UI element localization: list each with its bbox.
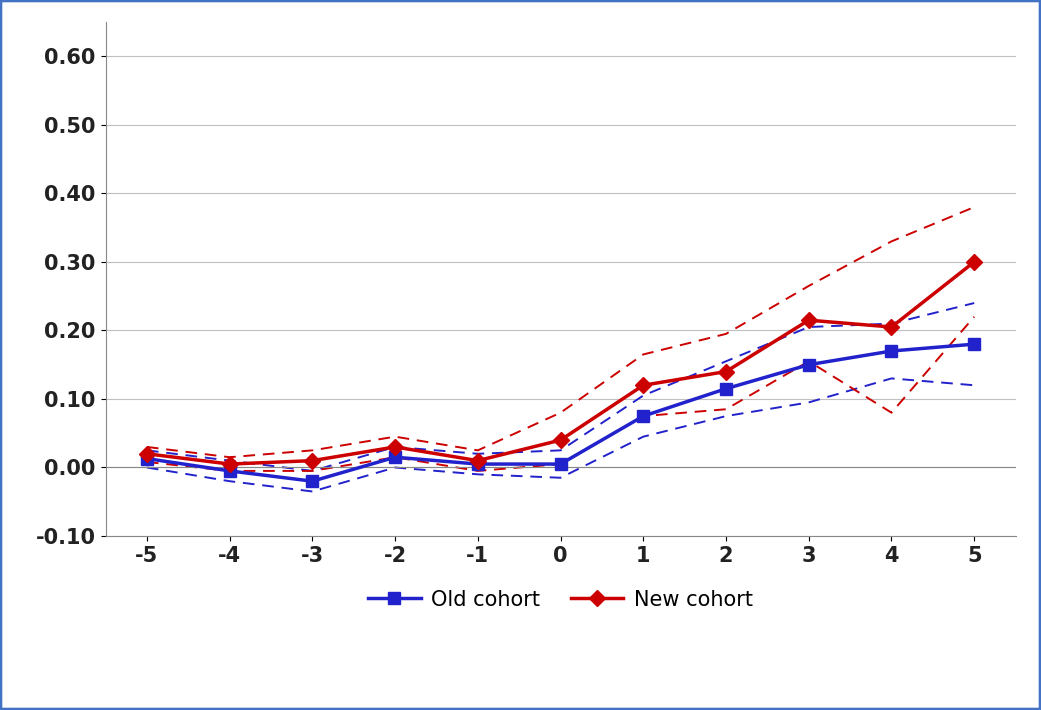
New cohort xyxy=(389,442,402,451)
Legend: Old cohort, New cohort: Old cohort, New cohort xyxy=(360,581,761,618)
New cohort xyxy=(719,367,732,376)
Old cohort xyxy=(885,346,897,355)
New cohort xyxy=(554,436,566,444)
Line: New cohort: New cohort xyxy=(142,256,980,469)
New cohort xyxy=(968,258,981,266)
New cohort xyxy=(306,457,319,465)
Old cohort xyxy=(141,454,153,463)
Old cohort xyxy=(803,361,815,369)
Old cohort xyxy=(637,412,650,420)
New cohort xyxy=(141,449,153,458)
Old cohort xyxy=(554,460,566,469)
New cohort xyxy=(803,316,815,324)
Old cohort xyxy=(389,453,402,462)
Old cohort xyxy=(472,460,484,469)
Old cohort xyxy=(306,477,319,486)
Old cohort xyxy=(968,340,981,349)
New cohort xyxy=(472,457,484,465)
Old cohort xyxy=(224,466,236,475)
New cohort xyxy=(637,381,650,390)
Line: Old cohort: Old cohort xyxy=(142,339,980,487)
New cohort xyxy=(224,460,236,469)
Old cohort xyxy=(719,384,732,393)
New cohort xyxy=(885,323,897,332)
